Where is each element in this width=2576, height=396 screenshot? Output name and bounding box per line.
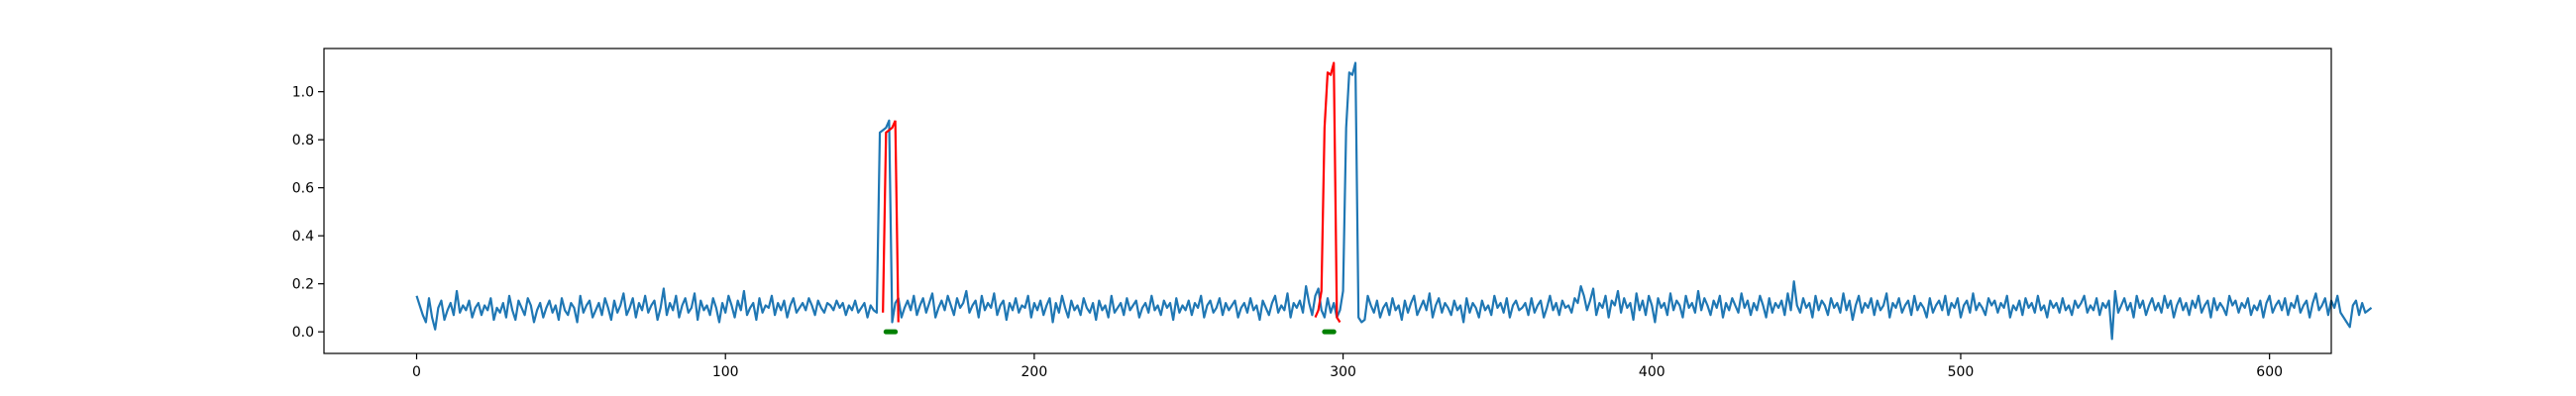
series-line-anomaly-1 (882, 120, 897, 313)
series-line-signal (415, 61, 2373, 341)
x-tick-label: 600 (2256, 364, 2283, 380)
x-tick-label: 500 (1948, 364, 1975, 380)
x-tick-label: 0 (412, 364, 421, 380)
series-line-anomaly-2 (1314, 61, 1342, 324)
series-line-anomaly-1-tail (894, 120, 900, 323)
y-tick-label: 0.0 (292, 325, 314, 341)
y-tick-label: 1.0 (292, 85, 314, 101)
y-tick-label: 0.2 (292, 277, 314, 293)
x-tick-label: 300 (1330, 364, 1356, 380)
x-tick-label: 200 (1021, 364, 1048, 380)
y-tick-label: 0.4 (292, 229, 314, 245)
plot-area (415, 61, 2373, 341)
y-tick-label: 0.6 (292, 181, 314, 197)
axes-frame (323, 48, 2332, 354)
x-tick-label: 100 (712, 364, 739, 380)
x-tick-label: 400 (1639, 364, 1665, 380)
y-tick-label: 0.8 (292, 133, 314, 148)
axes: 0 100 200 300 400 500 600 0.0 0.2 0.4 0.6 0.8 1.0 (292, 48, 2332, 380)
